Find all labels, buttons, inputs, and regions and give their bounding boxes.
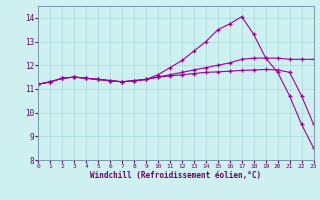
X-axis label: Windchill (Refroidissement éolien,°C): Windchill (Refroidissement éolien,°C) bbox=[91, 171, 261, 180]
